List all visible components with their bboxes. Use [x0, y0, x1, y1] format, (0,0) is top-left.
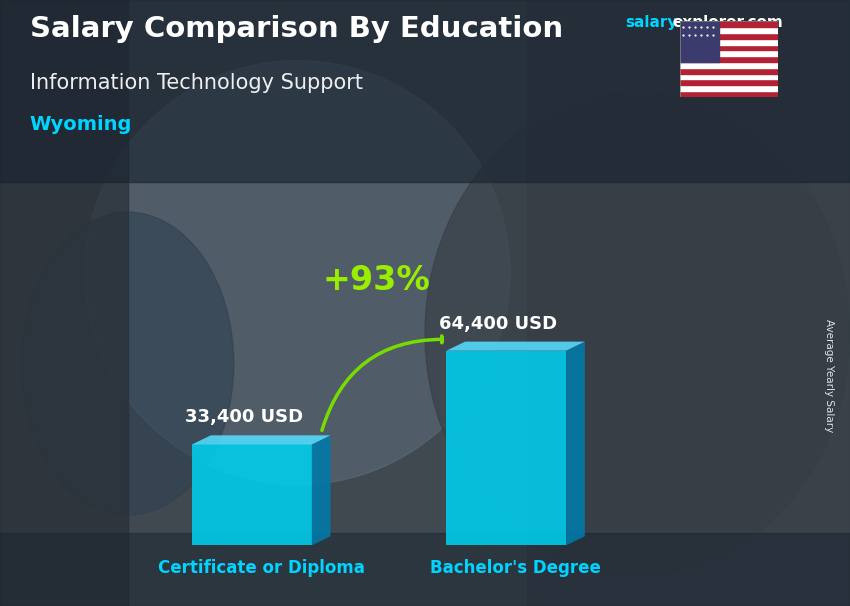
Text: +93%: +93% — [322, 264, 430, 297]
Bar — [680, 68, 778, 74]
Text: 33,400 USD: 33,400 USD — [184, 408, 303, 426]
Text: salary: salary — [625, 15, 677, 30]
Text: Wyoming: Wyoming — [30, 115, 132, 134]
Text: Certificate or Diploma: Certificate or Diploma — [158, 559, 365, 577]
Bar — [680, 91, 778, 97]
Polygon shape — [446, 351, 566, 545]
Bar — [680, 39, 778, 44]
Bar — [680, 50, 778, 56]
Text: 64,400 USD: 64,400 USD — [439, 315, 557, 333]
Ellipse shape — [21, 212, 234, 515]
Bar — [680, 56, 778, 62]
Polygon shape — [566, 342, 585, 545]
Bar — [680, 21, 778, 27]
Bar — [680, 62, 778, 68]
Polygon shape — [192, 444, 312, 545]
Bar — [680, 33, 778, 39]
Polygon shape — [192, 435, 331, 444]
Bar — [680, 44, 778, 50]
Bar — [0, 0, 850, 182]
Polygon shape — [312, 435, 331, 545]
Text: Bachelor's Degree: Bachelor's Degree — [430, 559, 601, 577]
Polygon shape — [446, 342, 585, 351]
Text: Average Yearly Salary: Average Yearly Salary — [824, 319, 834, 432]
Bar — [0, 0, 128, 606]
Bar — [680, 27, 778, 33]
Text: Salary Comparison By Education: Salary Comparison By Education — [30, 15, 563, 43]
Ellipse shape — [425, 91, 850, 576]
Bar — [680, 85, 778, 91]
Ellipse shape — [85, 61, 510, 485]
Bar — [527, 0, 850, 606]
Bar — [680, 79, 778, 85]
Bar — [680, 21, 719, 62]
Bar — [680, 74, 778, 79]
Bar — [0, 533, 850, 606]
Text: Information Technology Support: Information Technology Support — [30, 73, 363, 93]
Text: explorer.com: explorer.com — [672, 15, 783, 30]
